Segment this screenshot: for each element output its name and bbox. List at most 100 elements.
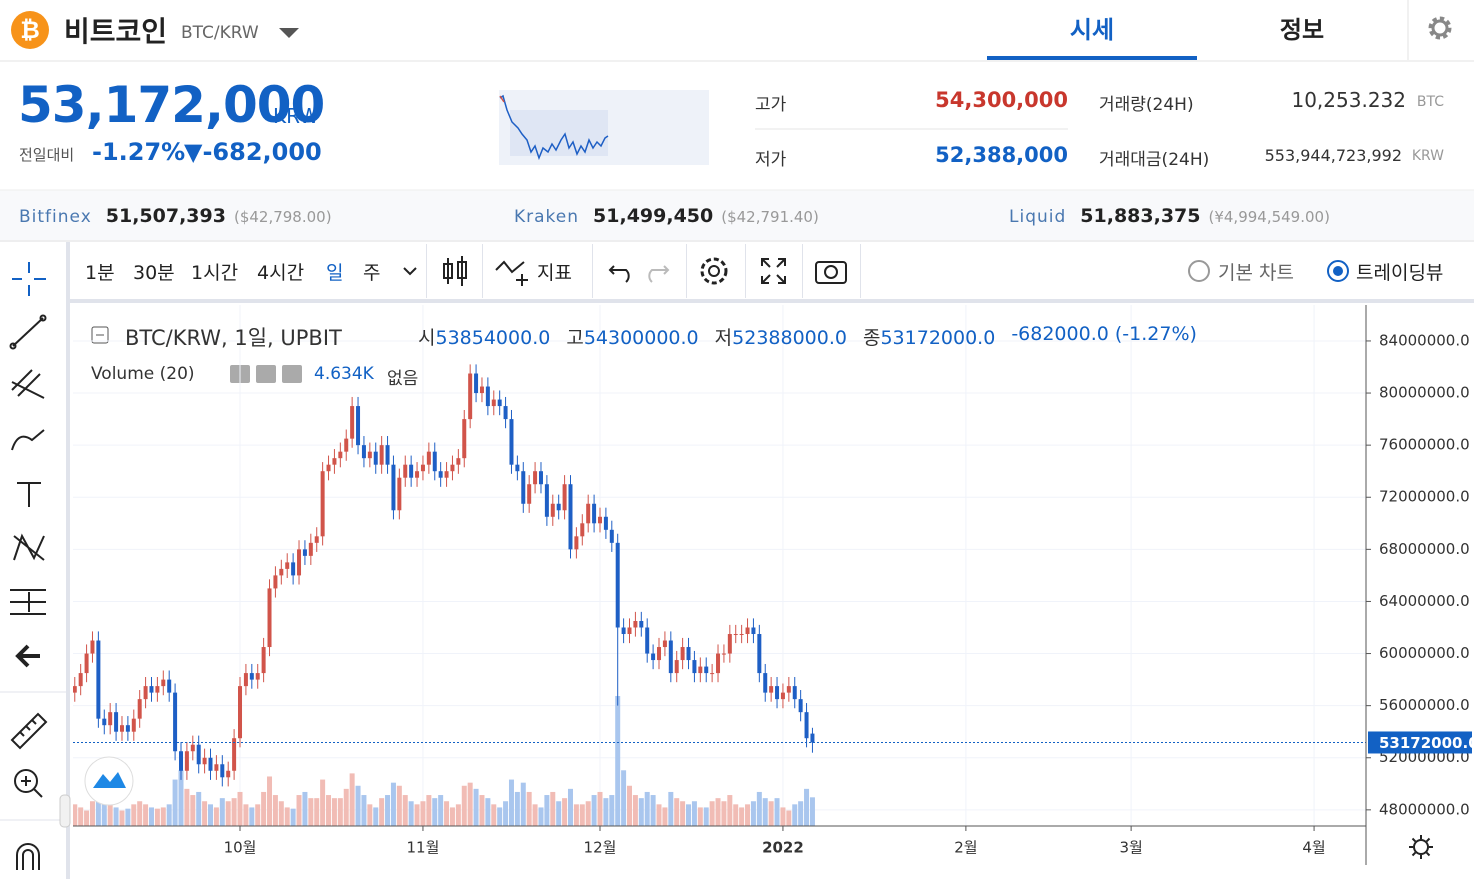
chart-settings-core[interactable] bbox=[708, 265, 720, 277]
settings-icon[interactable] bbox=[1428, 16, 1452, 40]
redo[interactable] bbox=[648, 265, 670, 283]
interval[interactable]: 1분 bbox=[85, 261, 115, 284]
candle-body bbox=[314, 536, 319, 543]
volume-bar bbox=[485, 798, 491, 826]
zoom-tool[interactable] bbox=[14, 769, 38, 793]
volume-bar bbox=[680, 801, 686, 826]
magnet-tool[interactable] bbox=[16, 843, 40, 870]
trendline-tool[interactable] bbox=[12, 317, 44, 347]
interval[interactable]: 30분 bbox=[133, 261, 175, 284]
axis-settings-icon[interactable] bbox=[1413, 839, 1429, 855]
candle-type-tool[interactable] bbox=[447, 256, 463, 286]
stat-unit: BTC bbox=[1416, 94, 1444, 110]
volume-bar bbox=[644, 791, 650, 826]
volume-bar bbox=[591, 795, 597, 826]
ruler-tool[interactable] bbox=[10, 712, 48, 750]
coin-logo-symbol: ₿ bbox=[20, 16, 40, 44]
screenshot[interactable] bbox=[815, 261, 847, 284]
volume-bar bbox=[508, 779, 514, 826]
undo[interactable] bbox=[608, 265, 630, 283]
candle-body bbox=[704, 666, 709, 674]
scroll-handle[interactable] bbox=[59, 794, 71, 828]
candle-body bbox=[208, 757, 213, 771]
back-tool[interactable] bbox=[15, 644, 40, 668]
volume-bar bbox=[532, 804, 538, 826]
candle-body bbox=[562, 484, 567, 511]
trendline-handle[interactable] bbox=[39, 314, 47, 322]
candle-body bbox=[326, 464, 331, 472]
gear-ring[interactable] bbox=[1431, 19, 1449, 37]
volume-bar bbox=[272, 795, 278, 826]
candle-body bbox=[226, 770, 231, 778]
chart-settings[interactable] bbox=[700, 257, 728, 285]
fib-tool[interactable] bbox=[11, 369, 45, 399]
radio-basic[interactable] bbox=[1188, 260, 1210, 282]
zoom-tool-handle[interactable] bbox=[21, 776, 43, 798]
volume-bar bbox=[703, 807, 709, 826]
interval[interactable]: 주 bbox=[363, 261, 381, 284]
candle-body bbox=[297, 549, 302, 576]
candle-body bbox=[733, 634, 738, 636]
y-tick-label: 68000000.0 bbox=[1379, 540, 1470, 558]
volume-name: Volume (20) bbox=[91, 364, 195, 384]
text-tool[interactable] bbox=[17, 482, 41, 507]
candle-body bbox=[90, 640, 95, 654]
interval[interactable]: 일 bbox=[326, 261, 344, 284]
fullscreen[interactable] bbox=[761, 258, 786, 284]
indicator[interactable]: 지표 bbox=[537, 261, 572, 284]
candle-body bbox=[367, 451, 372, 459]
tab[interactable]: 시세 bbox=[1069, 16, 1115, 44]
volume-bar bbox=[668, 791, 674, 826]
candle-body bbox=[810, 733, 815, 743]
volume-bar bbox=[326, 795, 332, 826]
axis-settings-rays[interactable] bbox=[1409, 835, 1433, 859]
candle-body bbox=[385, 445, 390, 465]
x-tick-label: 11월 bbox=[407, 839, 440, 857]
chart-mode[interactable]: 트레이딩뷰 bbox=[1356, 261, 1444, 284]
volume-bar bbox=[750, 801, 756, 826]
interval[interactable]: 1시간 bbox=[191, 261, 239, 284]
screenshot-lens[interactable] bbox=[824, 265, 838, 279]
crosshair-tool[interactable] bbox=[12, 262, 46, 296]
candle-body bbox=[243, 673, 248, 687]
gear[interactable] bbox=[1428, 16, 1452, 40]
pair-dropdown[interactable] bbox=[279, 28, 299, 38]
candle-body bbox=[420, 464, 425, 472]
candle-type-body[interactable] bbox=[443, 263, 453, 279]
tv-logo-mark[interactable] bbox=[93, 772, 126, 788]
measure-lines-tool[interactable] bbox=[10, 589, 46, 615]
indicator-icon[interactable] bbox=[495, 260, 528, 286]
tab[interactable]: 정보 bbox=[1279, 16, 1325, 44]
x-tick-label: 10월 bbox=[224, 839, 257, 857]
radio-tradingview[interactable] bbox=[1327, 260, 1349, 282]
candle-body bbox=[255, 673, 260, 680]
volume-bar bbox=[809, 797, 815, 826]
candle-body bbox=[686, 647, 691, 661]
volume-bar bbox=[414, 804, 420, 826]
candle-body bbox=[698, 666, 703, 674]
candle-body bbox=[716, 653, 721, 674]
volume-bar bbox=[461, 785, 467, 826]
change-amount: ▼-682,000 bbox=[184, 138, 322, 166]
brush-tool[interactable] bbox=[11, 429, 45, 451]
volume-remove[interactable] bbox=[282, 365, 302, 383]
interval-dropdown[interactable] bbox=[403, 267, 417, 276]
axis-settings[interactable] bbox=[1409, 835, 1433, 859]
candle-body bbox=[645, 627, 650, 654]
collapse-legend[interactable] bbox=[91, 326, 109, 344]
chart-mode[interactable]: 기본 차트 bbox=[1218, 261, 1294, 284]
trendline-handle[interactable] bbox=[9, 342, 17, 350]
volume-bar bbox=[261, 791, 267, 826]
exchange-foreign: (¥4,994,549.00) bbox=[1208, 208, 1330, 226]
radio-tradingview-dot[interactable] bbox=[1333, 266, 1343, 276]
interval[interactable]: 4시간 bbox=[257, 261, 305, 284]
candle-type-body[interactable] bbox=[457, 261, 467, 279]
sparkline-area bbox=[510, 110, 608, 156]
volume-value: 4.634K bbox=[314, 364, 374, 384]
stat-value: 52,388,000 bbox=[935, 143, 1068, 167]
volume-bar bbox=[160, 807, 166, 826]
ohlc-change: -682000.0 (-1.27%) bbox=[1011, 323, 1197, 345]
pattern-tool[interactable] bbox=[13, 533, 45, 561]
volume-settings[interactable] bbox=[256, 365, 276, 383]
